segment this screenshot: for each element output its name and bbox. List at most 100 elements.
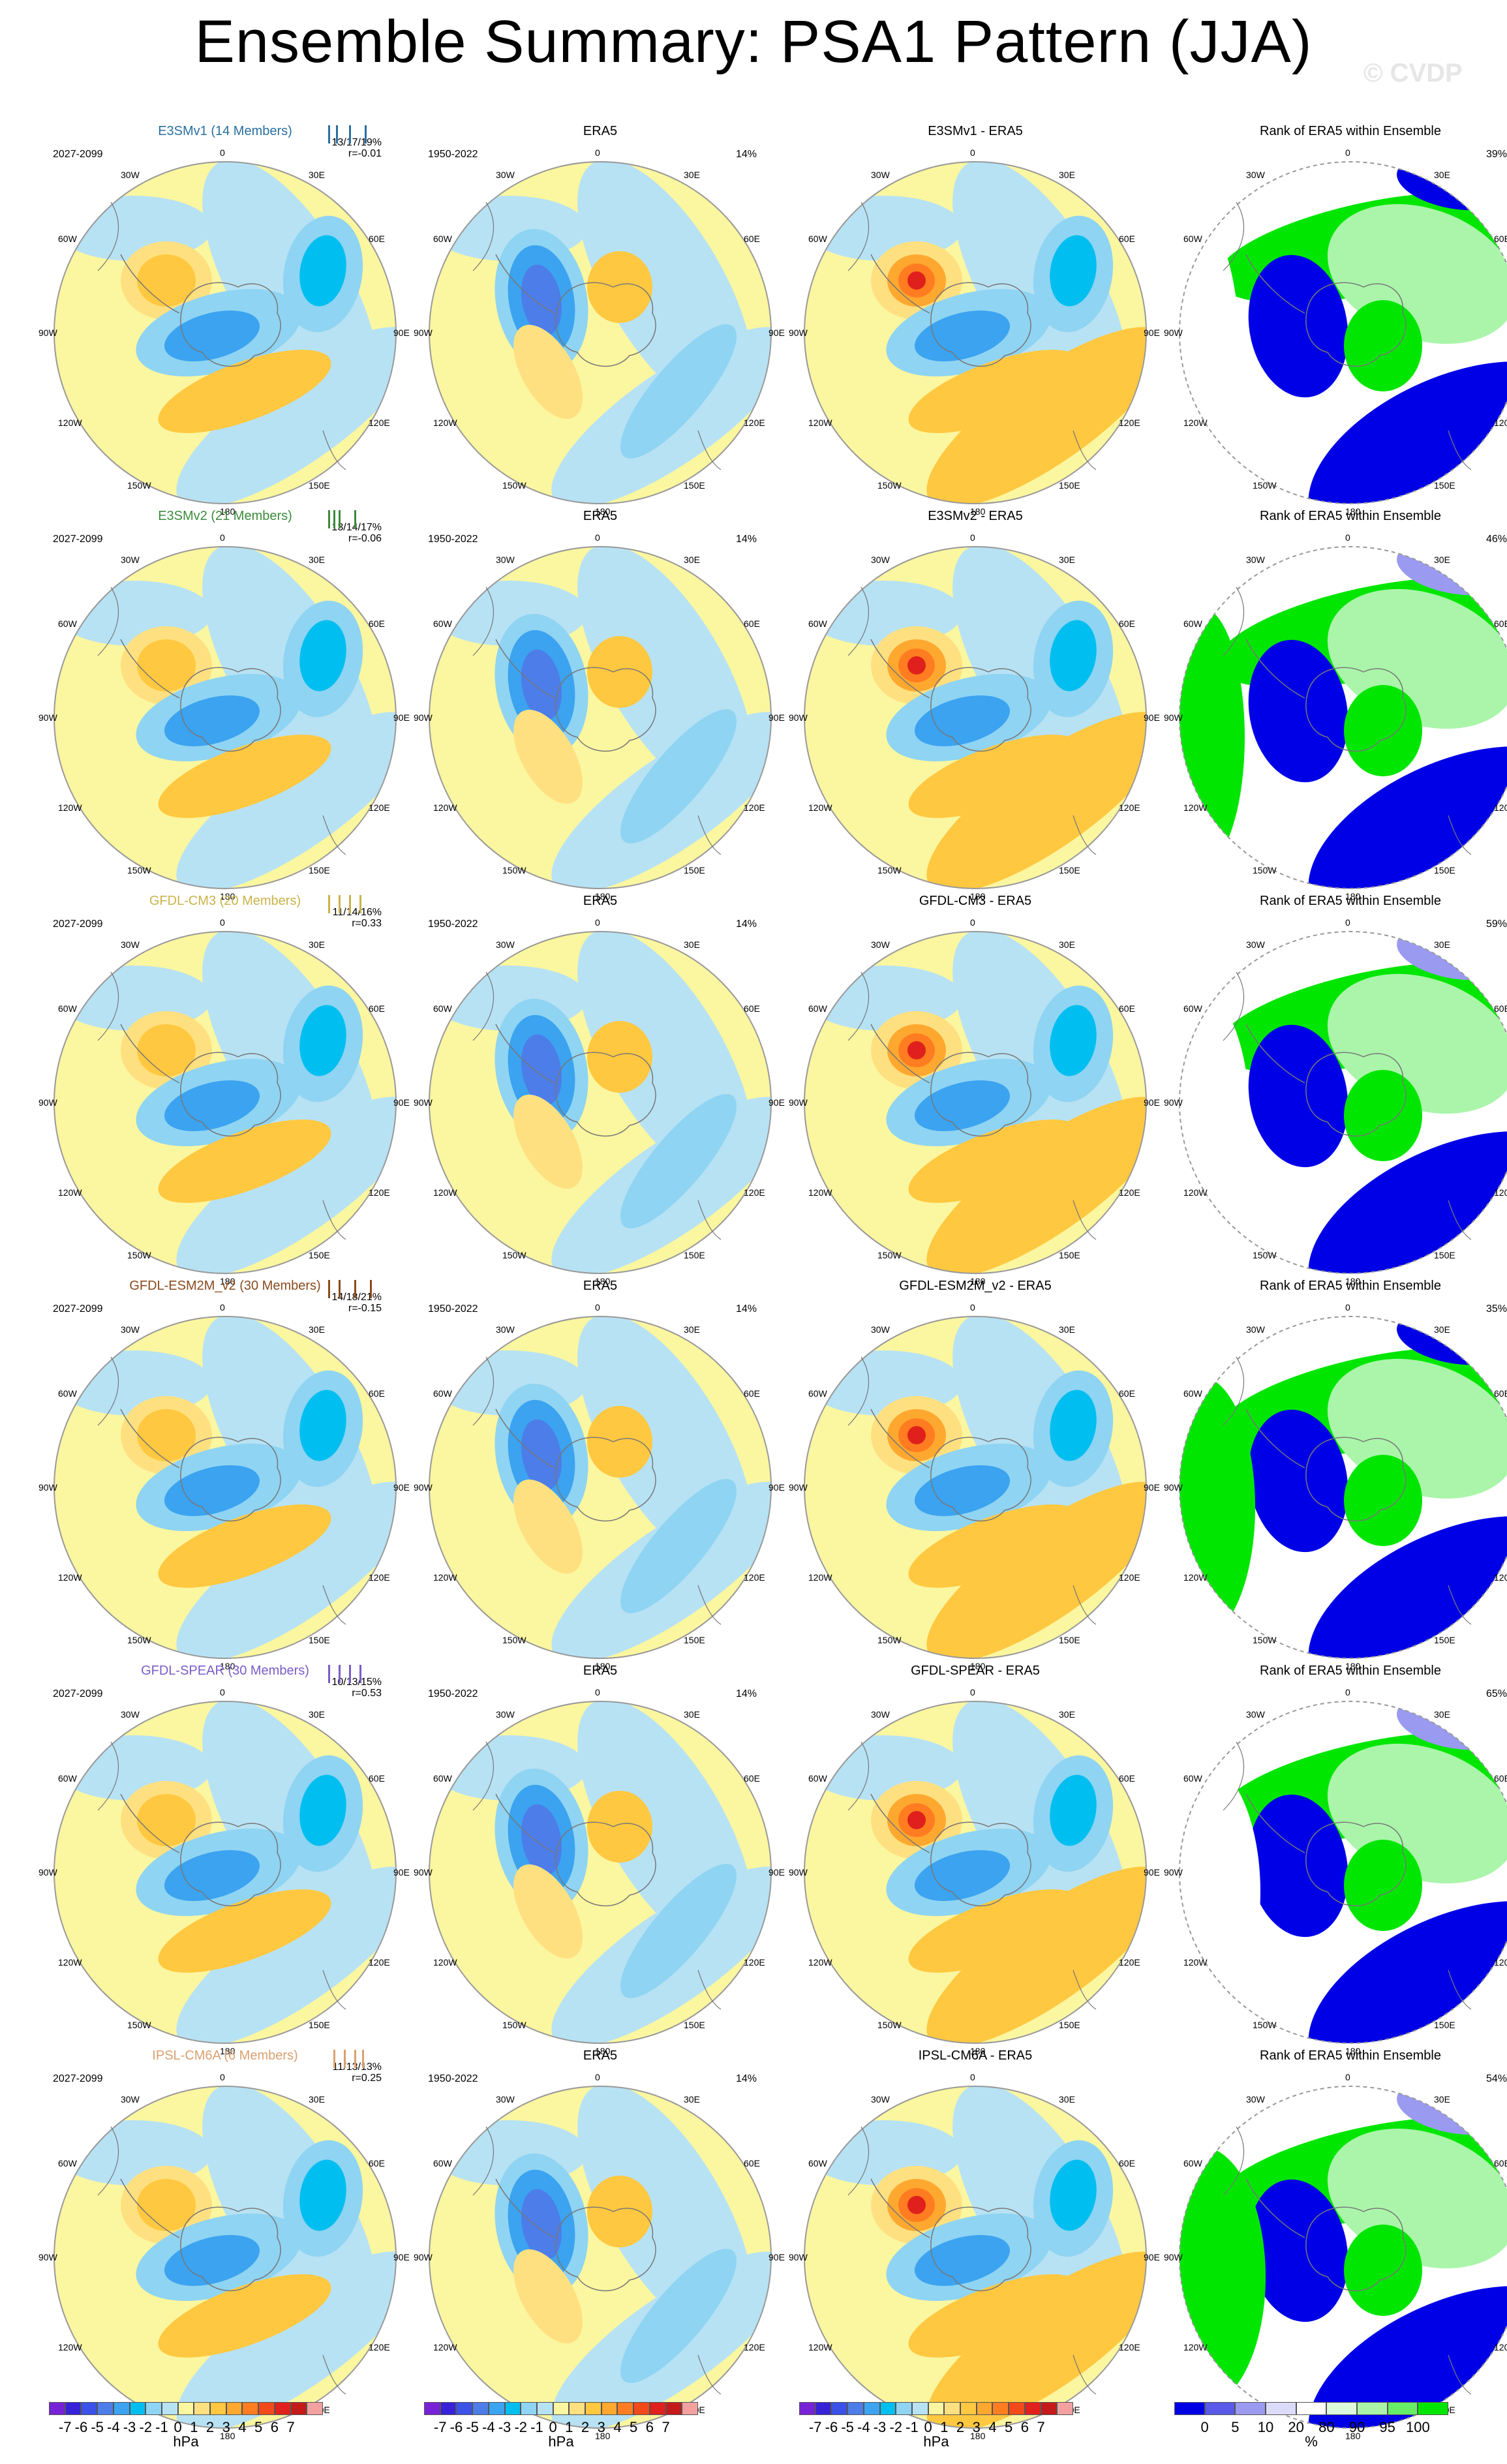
longitude-label: 60E bbox=[1119, 1773, 1135, 1784]
member-bar bbox=[339, 895, 341, 913]
polar-map bbox=[804, 161, 1147, 504]
period-label: 1950-2022 bbox=[428, 149, 478, 160]
colorbar-cell bbox=[896, 2402, 912, 2415]
pressure-contour bbox=[164, 1080, 260, 1131]
longitude-label: 120W bbox=[433, 1187, 457, 1198]
pressure-contour bbox=[907, 2196, 926, 2214]
longitude-label: 90E bbox=[769, 2252, 785, 2262]
colorbar-cell bbox=[97, 2402, 114, 2415]
pressure-contour bbox=[620, 2249, 737, 2383]
pressure-contour bbox=[926, 2251, 1146, 2428]
longitude-label: 90E bbox=[393, 1097, 410, 1108]
longitude-label: 120E bbox=[744, 1957, 765, 1968]
member-bar bbox=[328, 510, 330, 528]
antarctica-outline bbox=[1305, 1437, 1407, 1522]
colorbar-cell bbox=[585, 2402, 601, 2415]
peninsula-outline bbox=[1245, 1793, 1305, 1853]
antarctica-outline bbox=[555, 1052, 656, 1137]
ensemble-title: GFDL-ESM2M_v2 (30 Members) bbox=[129, 1279, 321, 1293]
longitude-label: 30E bbox=[1059, 170, 1075, 180]
pressure-contour bbox=[158, 1504, 331, 1588]
antarctica-outline bbox=[1305, 667, 1407, 752]
longitude-label: 90W bbox=[414, 1097, 433, 1108]
map-boundary bbox=[804, 1701, 1147, 2044]
rank-percent: 35% bbox=[1485, 1303, 1507, 1315]
pressure-contour bbox=[513, 324, 583, 419]
colorbar-cell bbox=[976, 2402, 993, 2415]
longitude-label: 90W bbox=[789, 1097, 808, 1108]
colorbar-tick: -2 bbox=[514, 2419, 528, 2435]
colorbar-tick: 1 bbox=[190, 2419, 198, 2435]
longitude-label: 120W bbox=[58, 802, 82, 813]
peninsula-outline bbox=[120, 1024, 180, 1084]
new-zealand-outline bbox=[322, 1585, 346, 1625]
map-boundary bbox=[1179, 1701, 1507, 2044]
longitude-label: 30E bbox=[1059, 1324, 1075, 1335]
rank-map-panel: 030E60E90E120E150E180150W120W90W60W30WRa… bbox=[1164, 124, 1507, 517]
stats-label: 13/17/19% r=-0.01 bbox=[331, 137, 382, 159]
colorbar-cell bbox=[81, 2402, 98, 2415]
colorbar-cell bbox=[1296, 2402, 1327, 2415]
colorbar-cell bbox=[488, 2402, 505, 2415]
longitude-label: 30W bbox=[496, 2094, 515, 2105]
colorbar-cell bbox=[601, 2402, 618, 2415]
member-bar bbox=[344, 2050, 346, 2068]
longitude-label: 150W bbox=[1253, 480, 1277, 491]
pressure-contour bbox=[914, 695, 1011, 746]
obs-map-panel: 0 30E 60E 90E 120E 150E 180 150W 120W 90W 60W 30W ER… bbox=[414, 509, 785, 902]
member-bar bbox=[328, 125, 330, 144]
rank-region bbox=[1308, 1901, 1507, 2043]
new-zealand-outline bbox=[1073, 1970, 1097, 2010]
rank-map-panel: 030E60E90E120E150E180150W120W90W60W30WRa… bbox=[1164, 1279, 1507, 1671]
longitude-label: 120W bbox=[1183, 1957, 1208, 1968]
longitude-label: 180 bbox=[970, 1276, 986, 1286]
longitude-label: 120E bbox=[744, 1572, 765, 1583]
colorbar-tick: 95 bbox=[1379, 2419, 1395, 2435]
longitude-label: 150W bbox=[1253, 1250, 1277, 1260]
longitude-label: 150E bbox=[684, 2020, 705, 2030]
colorbar-cell bbox=[1387, 2402, 1418, 2415]
pressure-contour bbox=[521, 264, 562, 336]
south-america-outline bbox=[847, 586, 870, 656]
longitude-label: 30E bbox=[684, 170, 700, 180]
map-boundary bbox=[53, 546, 397, 889]
rank-region bbox=[1180, 1761, 1260, 2022]
longitude-label: 120W bbox=[58, 418, 82, 428]
map-boundary bbox=[804, 2086, 1147, 2429]
colorbar-tick: -2 bbox=[889, 2419, 903, 2435]
colorbar-cell bbox=[944, 2402, 961, 2415]
peninsula-outline bbox=[1245, 254, 1305, 314]
longitude-label: 30W bbox=[871, 939, 890, 950]
pressure-contour bbox=[587, 251, 652, 323]
obs-map-panel: 0 30E 60E 90E 120E 150E 180 150W 120W 90W 60W 30W ER… bbox=[414, 894, 785, 1286]
longitude-label: 120E bbox=[1119, 1957, 1140, 1968]
colorbar-tick: 7 bbox=[286, 2419, 295, 2435]
longitude-label: 60W bbox=[808, 1388, 827, 1399]
longitude-label: 150E bbox=[1059, 1635, 1080, 1645]
longitude-label: 180 bbox=[1345, 1661, 1361, 1671]
longitude-label: 0 bbox=[220, 2072, 225, 2082]
pressure-contour bbox=[587, 1791, 652, 1863]
pattern-correlation: r=0.33 bbox=[352, 918, 382, 929]
longitude-label: 120E bbox=[1119, 1572, 1140, 1583]
peninsula-outline bbox=[870, 254, 930, 314]
longitude-label: 60E bbox=[744, 1003, 760, 1014]
longitude-label: 180 bbox=[595, 2431, 611, 2441]
rank-percent: 39% bbox=[1485, 149, 1507, 160]
polar-map bbox=[1179, 1316, 1507, 1659]
longitude-label: 0 bbox=[970, 147, 975, 158]
polar-map bbox=[429, 1316, 772, 1659]
colorbar-cell bbox=[665, 2402, 682, 2415]
colorbar-tick: -2 bbox=[139, 2419, 153, 2435]
colorbar-cell bbox=[847, 2402, 864, 2415]
pattern-correlation: r=0.53 bbox=[352, 1688, 382, 1699]
new-zealand-outline bbox=[1448, 1970, 1472, 2010]
pressure-contour bbox=[176, 1866, 396, 2043]
longitude-label: 90W bbox=[1164, 1097, 1183, 1108]
map-boundary bbox=[429, 931, 772, 1274]
colorbar-tick: 10 bbox=[1257, 2419, 1274, 2435]
pressure-contour bbox=[926, 712, 1146, 889]
longitude-label: 30E bbox=[1059, 555, 1075, 565]
difference-title: E3SMv1 - ERA5 bbox=[928, 124, 1023, 138]
longitude-label: 30E bbox=[1434, 170, 1450, 180]
